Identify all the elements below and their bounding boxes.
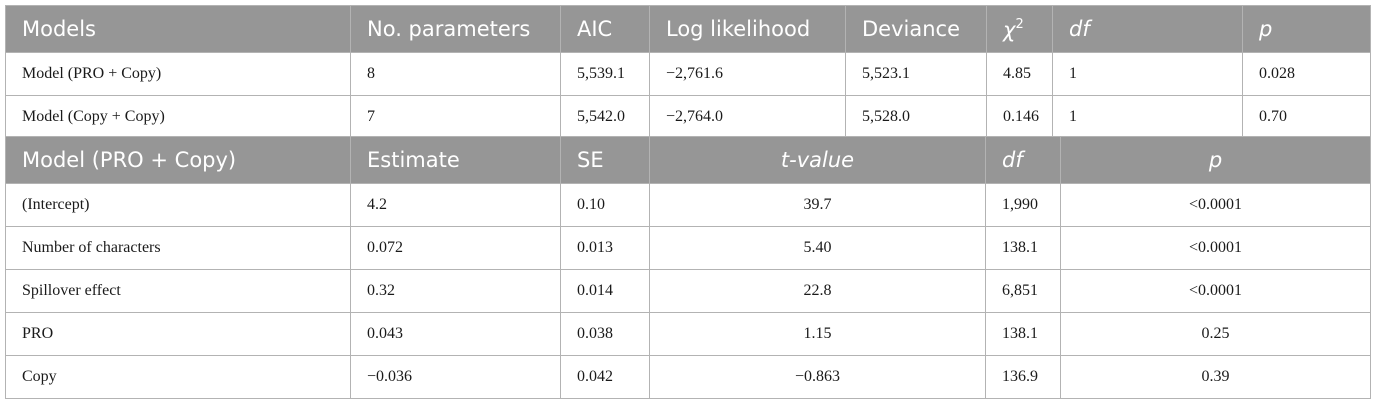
cell-se: 0.013 bbox=[560, 226, 650, 270]
header-deviance: Deviance bbox=[845, 5, 987, 53]
header-models: Models bbox=[5, 5, 351, 53]
table-row: Copy −0.036 0.042 −0.863 136.9 0.39 bbox=[5, 355, 1371, 399]
table-row: Model (PRO + Copy) 8 5,539.1 −2,761.6 5,… bbox=[5, 52, 1371, 96]
table-row: (Intercept) 4.2 0.10 39.7 1,990 <0.0001 bbox=[5, 183, 1371, 227]
header-chi-squared: χ2 bbox=[986, 5, 1053, 53]
cell-term: Number of characters bbox=[5, 226, 351, 270]
cell-se: 0.038 bbox=[560, 312, 650, 356]
cell-se: 0.014 bbox=[560, 269, 650, 313]
cell-p: <0.0001 bbox=[1060, 183, 1371, 227]
cell-p: <0.0001 bbox=[1060, 226, 1371, 270]
cell-df: 138.1 bbox=[985, 312, 1061, 356]
cell-deviance: 5,528.0 bbox=[845, 95, 987, 139]
header-no-parameters: No. parameters bbox=[350, 5, 561, 53]
cell-t-value: 5.40 bbox=[649, 226, 986, 270]
cell-t-value: 39.7 bbox=[649, 183, 986, 227]
cell-no-parameters: 7 bbox=[350, 95, 561, 139]
cell-term: PRO bbox=[5, 312, 351, 356]
cell-model: Model (PRO + Copy) bbox=[5, 52, 351, 96]
cell-p: 0.70 bbox=[1242, 95, 1371, 139]
header-estimate: Estimate bbox=[350, 136, 561, 184]
cell-term: (Intercept) bbox=[5, 183, 351, 227]
cell-t-value: 1.15 bbox=[649, 312, 986, 356]
results-tables: Models No. parameters AIC Log likelihood… bbox=[5, 5, 1371, 399]
cell-deviance: 5,523.1 bbox=[845, 52, 987, 96]
header-se: SE bbox=[560, 136, 650, 184]
header-row: Models No. parameters AIC Log likelihood… bbox=[5, 5, 1371, 53]
table-row: Spillover effect 0.32 0.014 22.8 6,851 <… bbox=[5, 269, 1371, 313]
cell-aic: 5,542.0 bbox=[560, 95, 650, 139]
cell-log-likelihood: −2,761.6 bbox=[649, 52, 846, 96]
cell-estimate: 0.072 bbox=[350, 226, 561, 270]
cell-p: <0.0001 bbox=[1060, 269, 1371, 313]
cell-df: 138.1 bbox=[985, 226, 1061, 270]
cell-se: 0.10 bbox=[560, 183, 650, 227]
cell-df: 1,990 bbox=[985, 183, 1061, 227]
header-p: p bbox=[1242, 5, 1371, 53]
header-df: df bbox=[985, 136, 1061, 184]
cell-p: 0.39 bbox=[1060, 355, 1371, 399]
cell-df: 6,851 bbox=[985, 269, 1061, 313]
fixed-effects-table: Model (PRO + Copy) Estimate SE t-value d… bbox=[5, 136, 1371, 399]
chi-superscript: 2 bbox=[1015, 16, 1024, 32]
cell-p: 0.25 bbox=[1060, 312, 1371, 356]
cell-aic: 5,539.1 bbox=[560, 52, 650, 96]
cell-term: Copy bbox=[5, 355, 351, 399]
header-model: Model (PRO + Copy) bbox=[5, 136, 351, 184]
cell-chi-squared: 0.146 bbox=[986, 95, 1053, 139]
cell-p: 0.028 bbox=[1242, 52, 1371, 96]
header-t-value: t-value bbox=[649, 136, 986, 184]
cell-t-value: −0.863 bbox=[649, 355, 986, 399]
cell-model: Model (Copy + Copy) bbox=[5, 95, 351, 139]
header-df: df bbox=[1052, 5, 1243, 53]
cell-se: 0.042 bbox=[560, 355, 650, 399]
header-p: p bbox=[1060, 136, 1371, 184]
cell-chi-squared: 4.85 bbox=[986, 52, 1053, 96]
cell-estimate: 0.043 bbox=[350, 312, 561, 356]
table-row: Number of characters 0.072 0.013 5.40 13… bbox=[5, 226, 1371, 270]
table-row: PRO 0.043 0.038 1.15 138.1 0.25 bbox=[5, 312, 1371, 356]
cell-estimate: 4.2 bbox=[350, 183, 561, 227]
cell-log-likelihood: −2,764.0 bbox=[649, 95, 846, 139]
cell-term: Spillover effect bbox=[5, 269, 351, 313]
cell-t-value: 22.8 bbox=[649, 269, 986, 313]
header-row: Model (PRO + Copy) Estimate SE t-value d… bbox=[5, 136, 1371, 184]
cell-df: 1 bbox=[1052, 95, 1243, 139]
cell-df: 1 bbox=[1052, 52, 1243, 96]
cell-estimate: −0.036 bbox=[350, 355, 561, 399]
header-log-likelihood: Log likelihood bbox=[649, 5, 846, 53]
cell-estimate: 0.32 bbox=[350, 269, 561, 313]
table-row: Model (Copy + Copy) 7 5,542.0 −2,764.0 5… bbox=[5, 95, 1371, 139]
header-aic: AIC bbox=[560, 5, 650, 53]
cell-df: 136.9 bbox=[985, 355, 1061, 399]
model-comparison-table: Models No. parameters AIC Log likelihood… bbox=[5, 5, 1371, 139]
cell-no-parameters: 8 bbox=[350, 52, 561, 96]
chi-symbol: χ bbox=[1003, 17, 1016, 42]
